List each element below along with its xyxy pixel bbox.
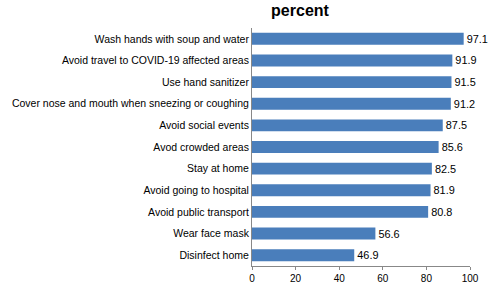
- svg-text:60: 60: [377, 273, 389, 284]
- svg-text:80: 80: [421, 273, 433, 284]
- svg-text:91.9: 91.9: [455, 54, 476, 66]
- svg-text:Wash hands with soup and water: Wash hands with soup and water: [95, 32, 250, 44]
- svg-text:Wear face mask: Wear face mask: [173, 227, 249, 239]
- svg-text:Disinfect home: Disinfect home: [179, 249, 249, 261]
- svg-text:87.5: 87.5: [446, 119, 467, 131]
- svg-text:Avoid public transport: Avoid public transport: [148, 206, 249, 218]
- svg-text:Cover nose and mouth when snee: Cover nose and mouth when sneezing or co…: [12, 97, 249, 109]
- svg-text:Avod crowded areas: Avod crowded areas: [153, 141, 249, 153]
- svg-text:85.6: 85.6: [442, 141, 463, 153]
- svg-text:56.6: 56.6: [378, 228, 399, 240]
- svg-text:81.9: 81.9: [434, 184, 455, 196]
- svg-text:Avoid going to hospital: Avoid going to hospital: [143, 184, 248, 196]
- svg-text:Avoid social events: Avoid social events: [159, 119, 249, 131]
- svg-text:Avoid travel to COVID-19 affec: Avoid travel to COVID-19 affected areas: [62, 54, 249, 66]
- svg-text:20: 20: [290, 273, 302, 284]
- svg-text:82.5: 82.5: [435, 163, 456, 175]
- svg-text:91.2: 91.2: [454, 98, 475, 110]
- svg-text:80.8: 80.8: [431, 206, 452, 218]
- svg-text:Use hand sanitizer: Use hand sanitizer: [162, 76, 249, 88]
- svg-text:46.9: 46.9: [357, 249, 378, 261]
- svg-text:97.1: 97.1: [467, 33, 488, 45]
- svg-text:100: 100: [462, 273, 479, 284]
- svg-text:91.5: 91.5: [454, 76, 475, 88]
- svg-text:40: 40: [334, 273, 346, 284]
- svg-text:0: 0: [249, 273, 255, 284]
- svg-text:percent: percent: [271, 2, 329, 19]
- svg-text:Stay at home: Stay at home: [187, 162, 249, 174]
